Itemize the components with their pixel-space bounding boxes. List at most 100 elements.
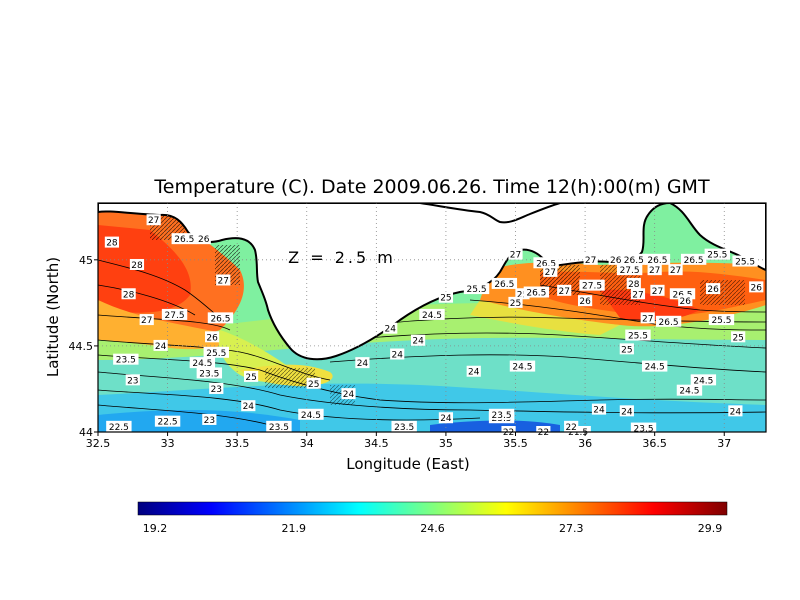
contour-label: 26 (577, 295, 593, 307)
contour-label: 24.5 (419, 308, 445, 321)
contour-label: 24 (410, 334, 426, 347)
contour-label-box (508, 296, 523, 308)
contour-label-box (202, 413, 217, 425)
contour-label-text: 25 (732, 333, 743, 343)
x-axis-label: Longitude (East) (346, 455, 469, 473)
contour-label-text: 26 (206, 333, 218, 343)
contour-label-text: 25 (621, 345, 632, 355)
contour-label-box (196, 233, 211, 245)
contour-label: 25.5 (625, 329, 651, 342)
contour-label-text: 24 (343, 390, 355, 400)
x-tick-label: 37 (717, 437, 731, 450)
contour-label-text: 25 (517, 290, 528, 300)
contour-label: 28 (121, 288, 136, 300)
contour-label-box (463, 283, 490, 295)
contour-label-text: 24 (730, 407, 742, 417)
contour-label-text: 23.5 (394, 423, 414, 433)
contour-label-box (104, 236, 120, 248)
contour-label-box (298, 408, 324, 420)
contour-label: 26.5 (621, 253, 647, 266)
contour-label-text: 24 (412, 337, 424, 347)
colorbar-label: 27.3 (559, 522, 584, 535)
contour-label-text: 26.5 (210, 314, 230, 324)
contour-label-box (161, 308, 188, 320)
contour-label-box (728, 405, 743, 417)
contour-label-box (655, 315, 682, 327)
contour-label: 24 (153, 339, 168, 352)
contour-label-text: 24.5 (693, 376, 713, 386)
contour-label-text: 26.5 (536, 259, 556, 269)
contour-label: 24 (591, 403, 607, 416)
y-axis-ticks: 44 44.5 45 (69, 254, 98, 439)
contour-label: 25 (508, 296, 523, 309)
x-tick-label: 32.5 (86, 437, 111, 450)
colorbar-label: 29.9 (698, 522, 723, 535)
x-tick-label: 33 (161, 437, 175, 450)
contour-label-text: 24 (243, 402, 255, 412)
x-axis-ticks: 32.5 33 33.5 34 34.5 35 35.5 36 36.5 37 (86, 432, 731, 450)
contour-label-box (749, 281, 764, 293)
contour-label-text: 22 (503, 428, 514, 438)
contour-label: 24 (355, 357, 370, 369)
contour-label-box (466, 365, 481, 377)
contour-label-box (706, 283, 721, 295)
x-tick-label: 36.5 (642, 437, 667, 450)
contour-label-box (129, 258, 145, 270)
contour-label-box (564, 420, 579, 432)
contour-label-text: 28 (628, 280, 640, 290)
contour-label-box (676, 384, 703, 396)
contour-label-box (207, 312, 234, 324)
contour-label-box (390, 348, 405, 360)
x-tick-label: 33.5 (225, 437, 250, 450)
contour-label-text: 25.5 (711, 316, 731, 326)
contour-label-box (619, 343, 634, 355)
contour-label: 24.5 (690, 374, 717, 386)
colorbar-label: 19.2 (143, 522, 168, 535)
contour-label: 23.5 (630, 422, 657, 435)
colorbar-label: 21.9 (282, 522, 307, 535)
contour-label-box (630, 288, 646, 300)
contour-label-box (391, 420, 417, 432)
contour-label-text: 25 (308, 380, 319, 390)
y-tick-label: 45 (79, 254, 93, 267)
contour-label-text: 27 (585, 256, 596, 266)
contour-label-text: 28 (123, 290, 135, 300)
contour-label-text: 23 (204, 416, 215, 426)
contour-label-text: 25.5 (206, 349, 226, 359)
contour-label: 26 (608, 253, 623, 266)
contour-label-box (647, 264, 662, 276)
contour-label-text: 27 (670, 266, 681, 276)
contour-label-text: 28 (106, 239, 118, 249)
contour-label-box (731, 331, 746, 343)
contour-label-box (678, 295, 693, 307)
contour-label-box (732, 255, 758, 267)
contour-label-box (196, 367, 223, 379)
contour-label-text: 27 (642, 314, 653, 324)
y-tick-label: 44.5 (69, 340, 94, 353)
contour-label: 22.5 (154, 415, 181, 428)
contour-label-text: 25.5 (707, 251, 727, 261)
contour-label-box (579, 279, 605, 291)
contour-label: 26.5 (644, 253, 671, 266)
contour-label-text: 26.5 (494, 280, 514, 290)
contour-label-box (355, 357, 370, 369)
contour-label-box (488, 408, 515, 420)
contour-label-text: 27 (148, 216, 159, 226)
land (98, 203, 766, 361)
contour-label: 25 (731, 331, 746, 343)
contour-label: 24 (390, 348, 405, 361)
contour-label-box (619, 405, 634, 417)
contour-label-box (508, 248, 523, 260)
contour-label-box (209, 382, 224, 394)
contour-label: 25.5 (463, 283, 490, 295)
contour-label-box (509, 360, 536, 372)
contour-label-box (106, 420, 132, 432)
contour-label-text: 27 (558, 287, 569, 297)
x-tick-label: 35 (439, 437, 453, 450)
contour-label-box (243, 370, 259, 382)
contour-label: 28 (626, 277, 641, 290)
contour-label: 27 (557, 284, 572, 297)
contour-label: 27 (508, 248, 523, 261)
contour-label-box (650, 284, 665, 296)
contour-label-text: 23.5 (269, 423, 289, 433)
